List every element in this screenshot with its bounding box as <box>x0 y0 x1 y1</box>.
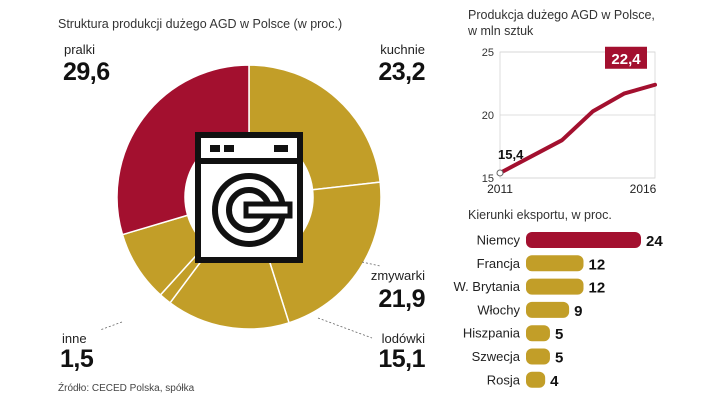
donut-slice-pralki <box>116 64 250 236</box>
value-kuchnie: 23,2 <box>378 58 425 86</box>
line-start-label: 15,4 <box>498 147 524 162</box>
bar-2 <box>526 278 584 295</box>
value-zmywarki: 21,9 <box>378 285 425 313</box>
bar-label-1: Francja <box>477 256 521 271</box>
line-ytick-25: 25 <box>482 47 494 59</box>
label-lodowki: lodówki <box>381 331 425 346</box>
leader-line-zmywarki <box>361 261 381 267</box>
line-end-badge: 22,4 <box>605 46 647 69</box>
donut-slice-zmywarki <box>267 181 382 324</box>
bar-label-6: Rosja <box>487 372 521 387</box>
bar-value-4: 5 <box>555 326 563 343</box>
bar-value-2: 12 <box>589 280 606 297</box>
bar-label-2: W. Brytania <box>454 279 521 294</box>
bar-value-0: 24 <box>646 233 663 250</box>
label-zmywarki: zmywarki <box>370 268 425 283</box>
value-pralki: 29,6 <box>63 58 110 86</box>
bar-label-4: Hiszpania <box>463 326 521 341</box>
bar-4 <box>526 325 550 342</box>
bar-value-3: 9 <box>574 303 582 320</box>
line-start-point <box>496 169 504 177</box>
bar-value-5: 5 <box>555 350 563 367</box>
line-chart: 15 20 25 15,4 22,4 2011 2016 <box>482 46 657 196</box>
line-ytick-20: 20 <box>482 110 494 122</box>
value-inne: 1,5 <box>60 345 94 373</box>
line-xtick-2011: 2011 <box>487 182 513 196</box>
leader-line-inne <box>99 321 123 331</box>
bar-5 <box>526 348 550 365</box>
bar-6 <box>526 371 546 388</box>
washing-machine-icon <box>195 132 303 263</box>
label-inne: inne <box>62 331 87 346</box>
bar-value-6: 4 <box>550 373 559 390</box>
line-series-production <box>498 82 657 175</box>
bar-label-5: Szwecja <box>472 349 521 364</box>
bar-1 <box>526 255 584 272</box>
bar-label-0: Niemcy <box>477 233 521 248</box>
bar-0 <box>526 232 641 248</box>
bar-value-1: 12 <box>589 256 606 273</box>
line-ytick-15: 15 <box>482 173 494 185</box>
label-pralki: pralki <box>64 42 96 57</box>
value-lodowki: 15,1 <box>378 345 425 373</box>
bar-label-3: Włochy <box>477 302 520 317</box>
line-end-label: 22,4 <box>611 51 641 68</box>
bar-3 <box>526 301 570 318</box>
label-kuchnie: kuchnie <box>380 42 425 57</box>
leader-line-lodowki <box>317 317 373 339</box>
bar-title: Kierunki eksportu, w proc. <box>468 208 612 222</box>
line-title: Produkcja dużego AGD w Polsce, <box>468 8 655 22</box>
bar-chart: Niemcy 24 Francja 12 W. Brytania 12 Włochy 9 His… <box>454 232 663 390</box>
donut-title: Struktura produkcji dużego AGD w Polsce … <box>58 17 343 31</box>
source-note: Źródło: CECED Polska, spółka <box>58 383 195 394</box>
line-subtitle: w mln sztuk <box>468 24 534 38</box>
line-xtick-2016: 2016 <box>630 182 657 196</box>
